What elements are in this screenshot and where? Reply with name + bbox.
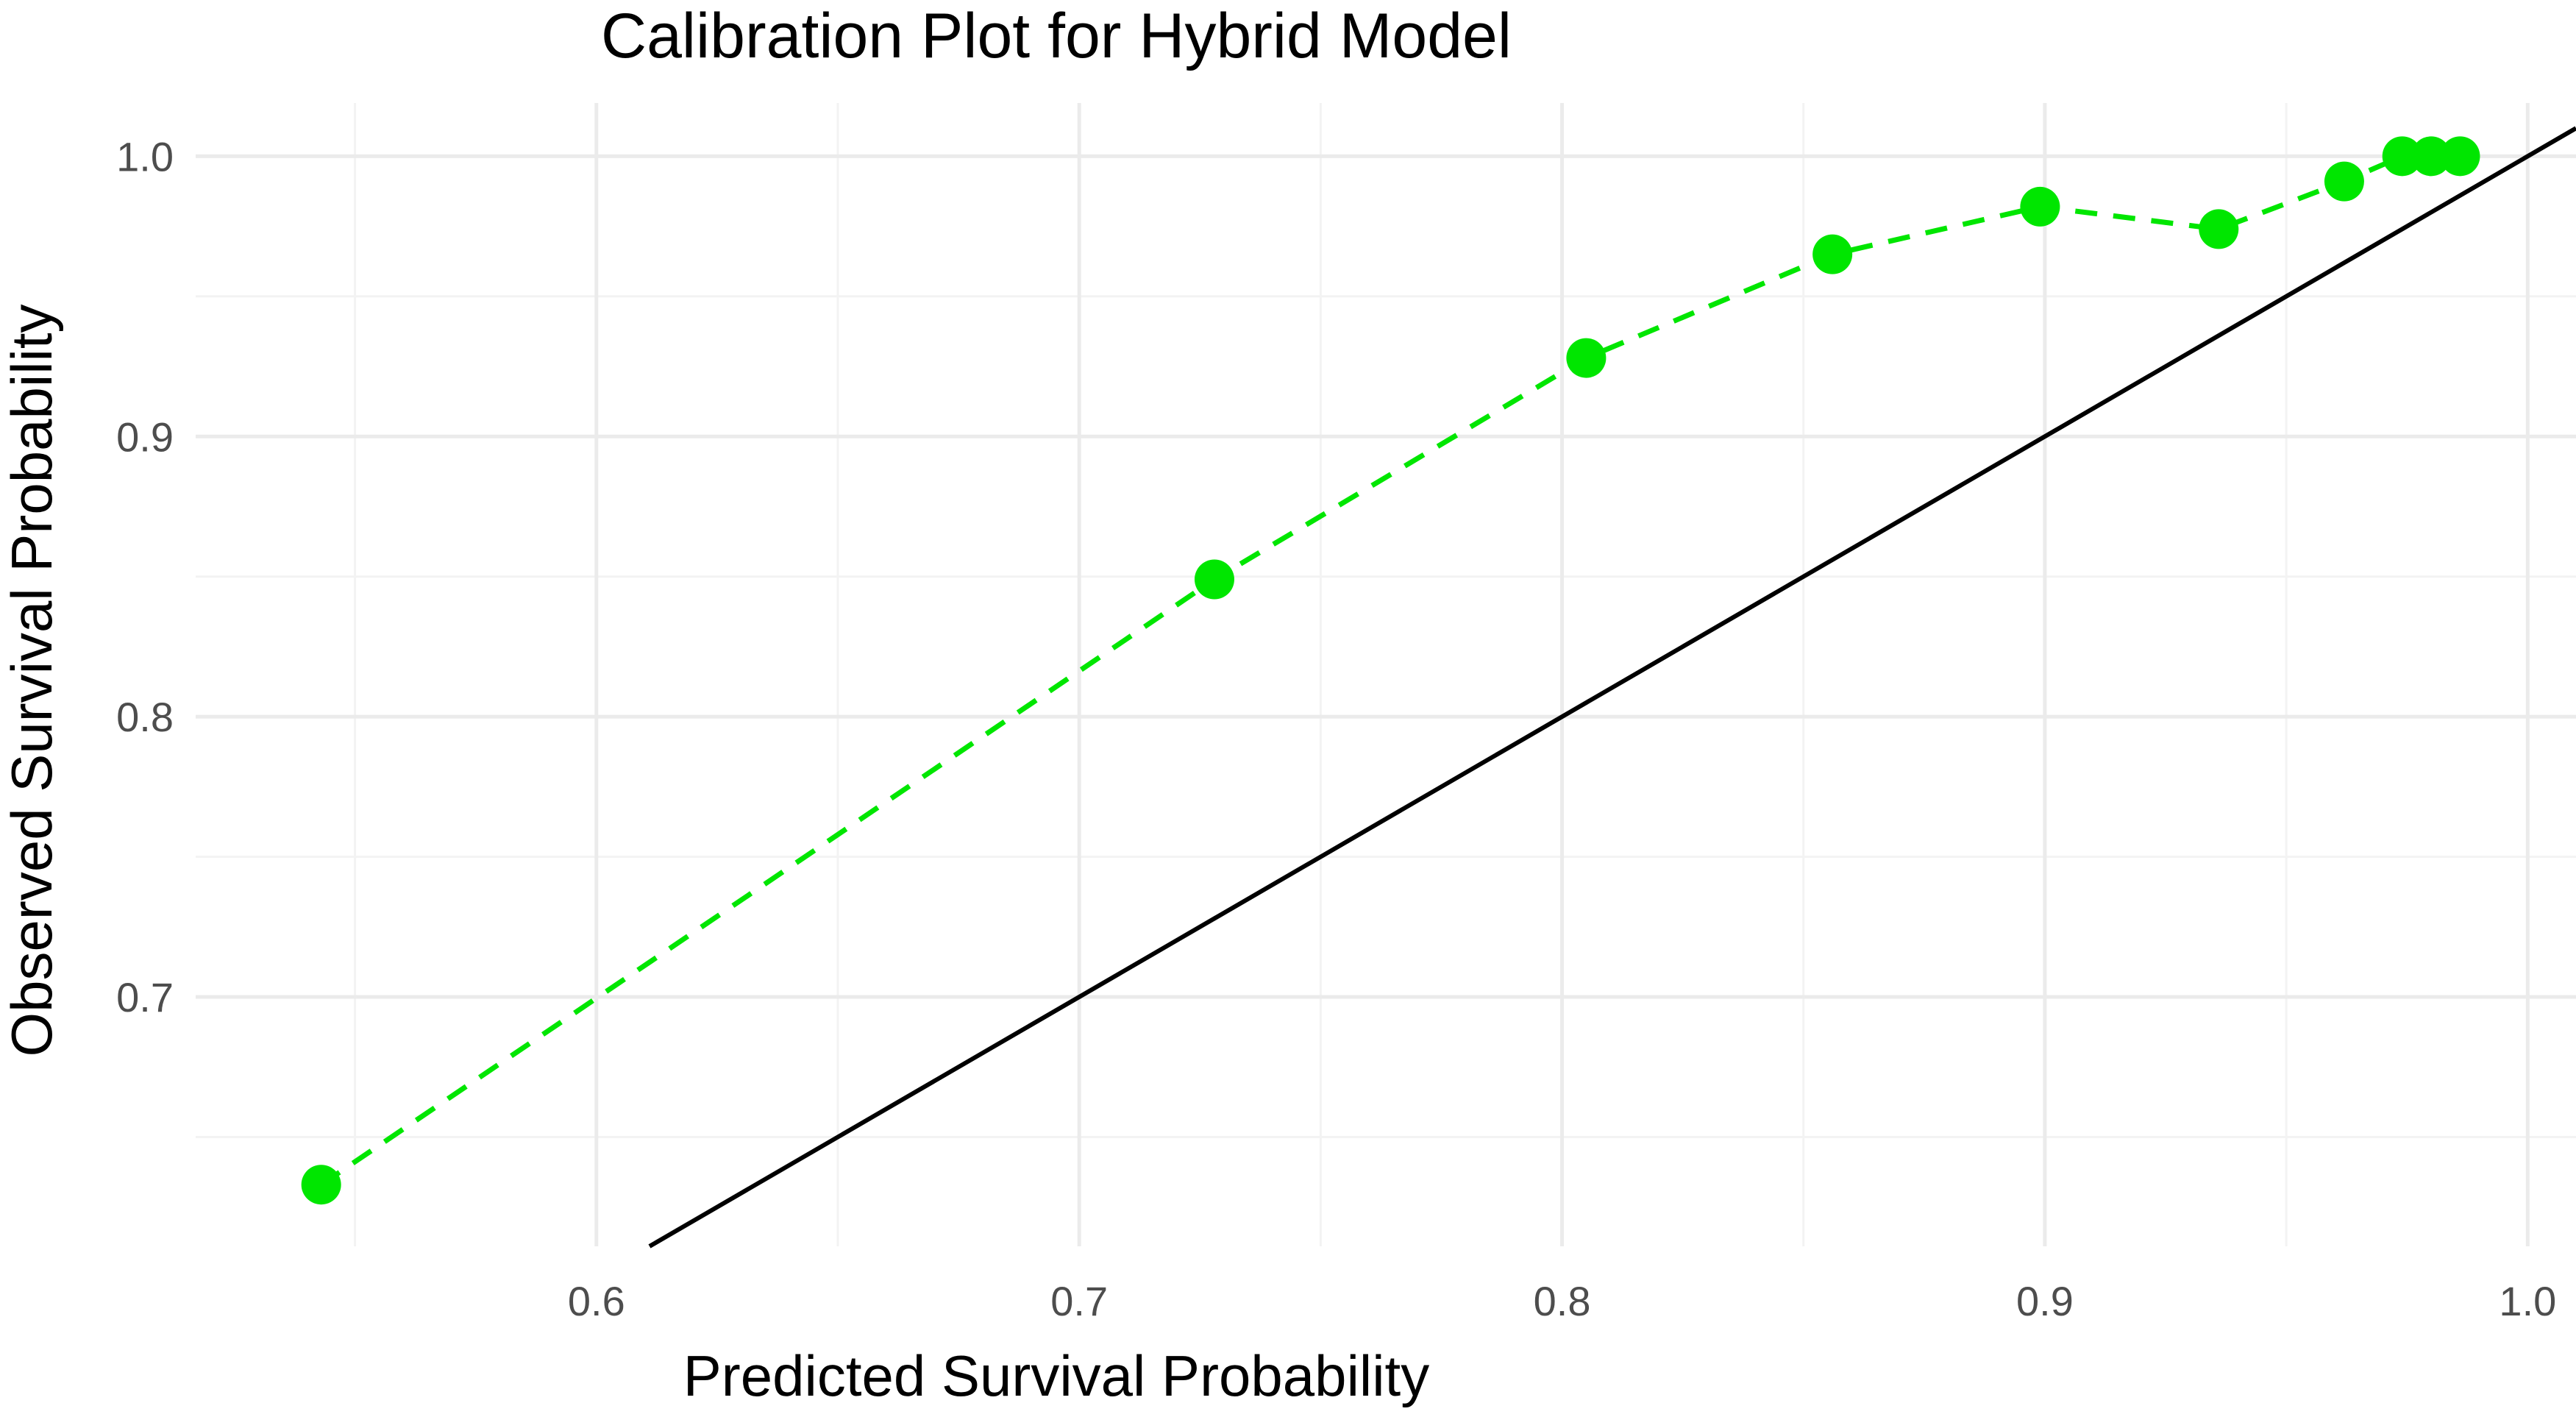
calibration-point — [1194, 559, 1234, 600]
calibration-point — [301, 1165, 341, 1205]
calibration-line — [319, 153, 2461, 1187]
calibration-point — [2382, 136, 2422, 177]
reference-line-layer — [648, 126, 2576, 1249]
series-layer — [301, 136, 2480, 1205]
calibration-point — [2020, 186, 2060, 227]
y-tick-label: 0.9 — [116, 413, 174, 460]
calibration-point — [2324, 161, 2364, 202]
chart-title: Calibration Plot for Hybrid Model — [601, 1, 1512, 71]
x-tick-label: 0.7 — [1050, 1278, 1108, 1324]
calibration-point — [1812, 234, 1853, 274]
calibration-point — [2440, 136, 2480, 177]
y-tick-label: 1.0 — [116, 133, 174, 180]
calibration-point — [2199, 209, 2239, 249]
calibration-point — [1566, 338, 1607, 378]
x-tick-label: 0.8 — [1534, 1278, 1591, 1324]
reference-diagonal-line — [648, 126, 2576, 1249]
x-tick-label: 0.6 — [568, 1278, 625, 1324]
y-tick-label: 0.7 — [116, 974, 174, 1020]
major-grid — [196, 103, 2576, 1246]
x-tick-label: 0.9 — [2016, 1278, 2074, 1324]
y-tick-labels: 0.7 0.8 0.9 1.0 — [116, 133, 174, 1020]
calibration-point — [2411, 136, 2452, 177]
minor-grid — [196, 103, 2576, 1246]
y-axis-label: Observed Survival Probability — [0, 304, 64, 1056]
x-tick-label: 1.0 — [2499, 1278, 2556, 1324]
y-tick-label: 0.8 — [116, 694, 174, 740]
x-tick-labels: 0.6 0.7 0.8 0.9 1.0 — [568, 1278, 2556, 1324]
x-axis-label: Predicted Survival Probability — [683, 1343, 1429, 1408]
